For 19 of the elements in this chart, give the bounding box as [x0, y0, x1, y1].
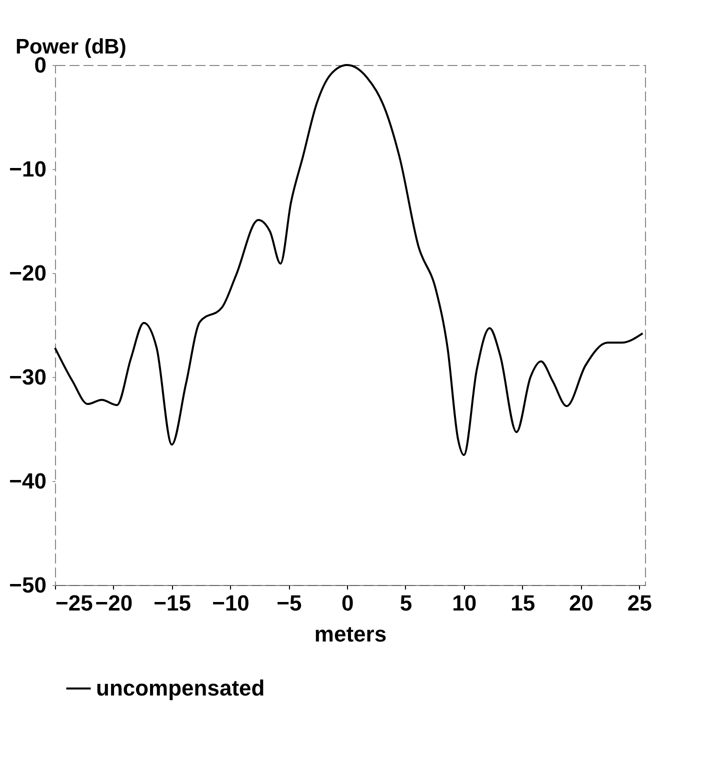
- y-tick-label: −40: [9, 468, 46, 494]
- x-tick-label: 20: [569, 590, 594, 616]
- x-tick-label: −20: [95, 590, 133, 616]
- x-tick-label: 25: [627, 590, 652, 616]
- x-tick-label: −25: [56, 590, 93, 616]
- legend-label: uncompensated: [96, 676, 265, 700]
- y-tick-label: −30: [9, 364, 46, 390]
- x-tick-label: 5: [400, 590, 412, 616]
- x-tick-label: −5: [276, 590, 302, 616]
- x-tick-label: 10: [452, 590, 477, 616]
- x-tick-label: 15: [510, 590, 536, 616]
- y-tick-label: −20: [9, 260, 46, 286]
- x-tick-label: −15: [154, 590, 191, 616]
- y-tick-label: −50: [9, 572, 46, 598]
- x-axis-title: meters: [314, 622, 387, 646]
- x-tick-label: −10: [212, 590, 250, 616]
- y-tick-label: −10: [9, 156, 46, 182]
- x-tick-label: 0: [341, 590, 354, 616]
- line-series: [54, 64, 644, 456]
